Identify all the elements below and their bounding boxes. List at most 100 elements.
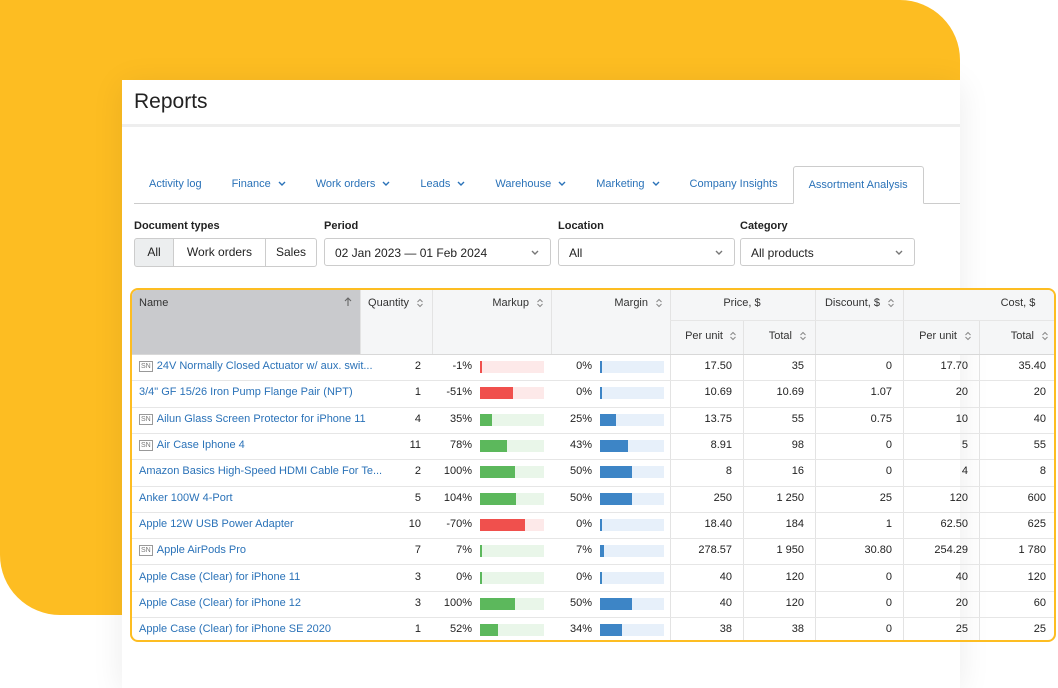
price-per-unit-cell: 17.50 [704, 360, 732, 373]
name-cell[interactable]: SN Apple AirPods Pro [139, 544, 246, 557]
segment-button[interactable]: All [134, 238, 174, 267]
cost-per-unit-cell: 25 [955, 623, 968, 636]
sort-icon[interactable] [655, 298, 663, 308]
column-header[interactable]: Per unit [919, 330, 957, 342]
chevron [558, 181, 566, 187]
sort-icon[interactable] [1041, 331, 1049, 341]
column-header[interactable]: Discount, $ [824, 297, 880, 309]
tab[interactable]: Warehouse [480, 166, 581, 203]
margin-track [600, 545, 664, 558]
sort-icon[interactable] [729, 331, 737, 341]
name-cell[interactable]: SN Air Case Iphone 4 [139, 439, 245, 452]
price-total-cell: 16 [791, 465, 804, 478]
quantity-cell: 1 [414, 386, 421, 399]
markup-bar [480, 440, 508, 453]
segment-button[interactable]: Work orders [173, 238, 266, 267]
select-value: All products [751, 246, 814, 260]
margin-bar [600, 597, 632, 610]
margin-bar [600, 387, 602, 400]
margin-label: 7% [576, 544, 592, 557]
filter-label: Document types [134, 220, 220, 232]
margin-bar [600, 440, 628, 453]
markup-label: 7% [456, 544, 472, 557]
sort-icon[interactable] [536, 298, 544, 308]
price-total-cell: 98 [791, 439, 804, 452]
cost-per-unit-cell: 20 [955, 596, 968, 609]
column-divider [670, 290, 671, 640]
name-cell[interactable]: Amazon Basics High-Speed HDMI Cable For … [139, 465, 382, 477]
select[interactable]: All products [740, 238, 915, 266]
column-divider [979, 320, 980, 640]
row-divider [132, 406, 1054, 408]
column-header[interactable]: Per unit [685, 330, 723, 342]
cost-total-cell: 25 [1033, 623, 1046, 636]
select[interactable]: 02 Jan 2023 — 01 Feb 2024 [324, 238, 551, 266]
name-cell[interactable]: Apple 12W USB Power Adapter [139, 518, 294, 530]
markup-track [480, 545, 544, 558]
page-title: Reports [134, 90, 208, 113]
row-divider [132, 538, 1054, 540]
tab[interactable]: Assortment Analysis [792, 166, 924, 204]
tab[interactable]: Company Insights [675, 166, 793, 203]
filter-label: Category [740, 220, 788, 232]
tab[interactable]: Marketing [581, 166, 674, 203]
name-cell[interactable]: Apple Case (Clear) for iPhone SE 2020 [139, 623, 331, 635]
markup-bar [480, 413, 493, 426]
discount-cell: 0 [885, 570, 892, 583]
markup-label: 52% [449, 623, 472, 636]
margin-label: 34% [569, 623, 592, 636]
markup-bar [480, 597, 515, 610]
sort-icon[interactable] [964, 331, 972, 341]
select[interactable]: All [558, 238, 735, 266]
quantity-cell: 3 [414, 570, 421, 583]
discount-cell: 0 [885, 623, 892, 636]
row-divider [132, 590, 1054, 592]
tab-label: Work orders [315, 178, 376, 190]
name-cell[interactable]: Anker 100W 4-Port [139, 492, 233, 504]
column-header[interactable]: Total [1010, 330, 1034, 342]
column-header[interactable]: Price, $ [723, 297, 761, 309]
chevron [652, 181, 660, 187]
price-per-unit-cell: 250 [713, 491, 732, 504]
margin-bar [600, 492, 632, 505]
price-total-cell: 120 [785, 570, 804, 583]
column-header[interactable]: Quantity [368, 297, 409, 309]
cost-total-cell: 1 780 [1018, 544, 1046, 557]
margin-label: 0% [576, 360, 592, 373]
column-header[interactable]: Name [139, 297, 169, 309]
price-per-unit-cell: 40 [719, 596, 732, 609]
column-header[interactable]: Total [768, 330, 792, 342]
product-name: Apple Case (Clear) for iPhone SE 2020 [139, 623, 331, 636]
column-header[interactable]: Margin [614, 297, 648, 309]
chevron [531, 250, 539, 255]
sort-icon[interactable] [887, 298, 895, 308]
product-name: 24V Normally Closed Actuator w/ aux. swi… [156, 360, 373, 373]
column-header[interactable]: Markup [492, 297, 529, 309]
cost-total-cell: 625 [1027, 517, 1046, 530]
discount-cell: 0 [885, 439, 892, 452]
tab[interactable]: Activity log [134, 166, 217, 203]
column-header[interactable]: Cost, $ [1000, 297, 1036, 309]
price-per-unit-cell: 38 [719, 623, 732, 636]
sort-icon[interactable] [344, 297, 352, 307]
sort-icon[interactable] [799, 331, 807, 341]
tab[interactable]: Leads [405, 166, 480, 203]
quantity-cell: 1 [414, 623, 421, 636]
tab[interactable]: Finance [217, 166, 301, 203]
name-cell[interactable]: Apple Case (Clear) for iPhone 11 [139, 571, 300, 583]
product-name: 3/4" GF 15/26 Iron Pump Flange Pair (NPT… [139, 386, 353, 399]
markup-label: 35% [449, 412, 472, 425]
price-total-cell: 55 [791, 412, 804, 425]
margin-bar [600, 413, 616, 426]
tab-label: Company Insights [689, 178, 778, 190]
name-cell[interactable]: 3/4" GF 15/26 Iron Pump Flange Pair (NPT… [139, 386, 353, 398]
sort-icon[interactable] [416, 298, 424, 308]
price-total-cell: 184 [785, 517, 804, 530]
name-cell[interactable]: SN Ailun Glass Screen Protector for iPhon… [139, 413, 366, 425]
discount-cell: 0 [885, 596, 892, 609]
segment-button[interactable]: Sales [265, 238, 317, 267]
name-cell[interactable]: Apple Case (Clear) for iPhone 12 [139, 597, 301, 609]
quantity-cell: 2 [414, 360, 421, 373]
name-cell[interactable]: SN 24V Normally Closed Actuator w/ aux. s… [139, 360, 373, 373]
tab[interactable]: Work orders [301, 166, 406, 203]
